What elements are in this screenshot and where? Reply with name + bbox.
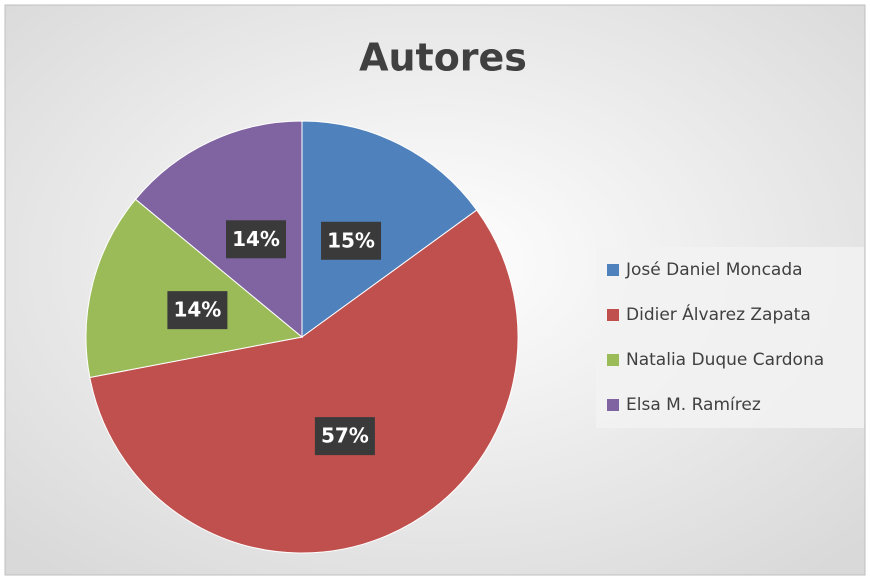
legend-box	[596, 247, 864, 428]
data-label-box	[167, 291, 228, 330]
data-label: 14%	[232, 227, 280, 251]
legend-swatch	[607, 354, 619, 366]
data-label: 15%	[327, 228, 375, 252]
legend-swatch	[607, 309, 619, 321]
data-label-box	[321, 221, 382, 260]
legend-label: Elsa M. Ramírez	[626, 395, 761, 415]
pie-slice	[134, 120, 303, 339]
data-label: 57%	[321, 424, 369, 448]
data-label-box	[314, 417, 375, 456]
legend-label: José Daniel Moncada	[625, 260, 803, 280]
chart-title: Autores	[359, 36, 527, 80]
pie-slice	[85, 198, 304, 379]
legend-swatch	[607, 399, 619, 411]
data-label: 14%	[173, 298, 221, 322]
pie-slice	[89, 209, 519, 554]
legend-label: Didier Álvarez Zapata	[626, 303, 811, 325]
legend-swatch	[607, 264, 619, 276]
data-label-box	[226, 220, 287, 259]
legend-label: Natalia Duque Cardona	[626, 350, 824, 370]
pie-slice	[301, 120, 478, 338]
